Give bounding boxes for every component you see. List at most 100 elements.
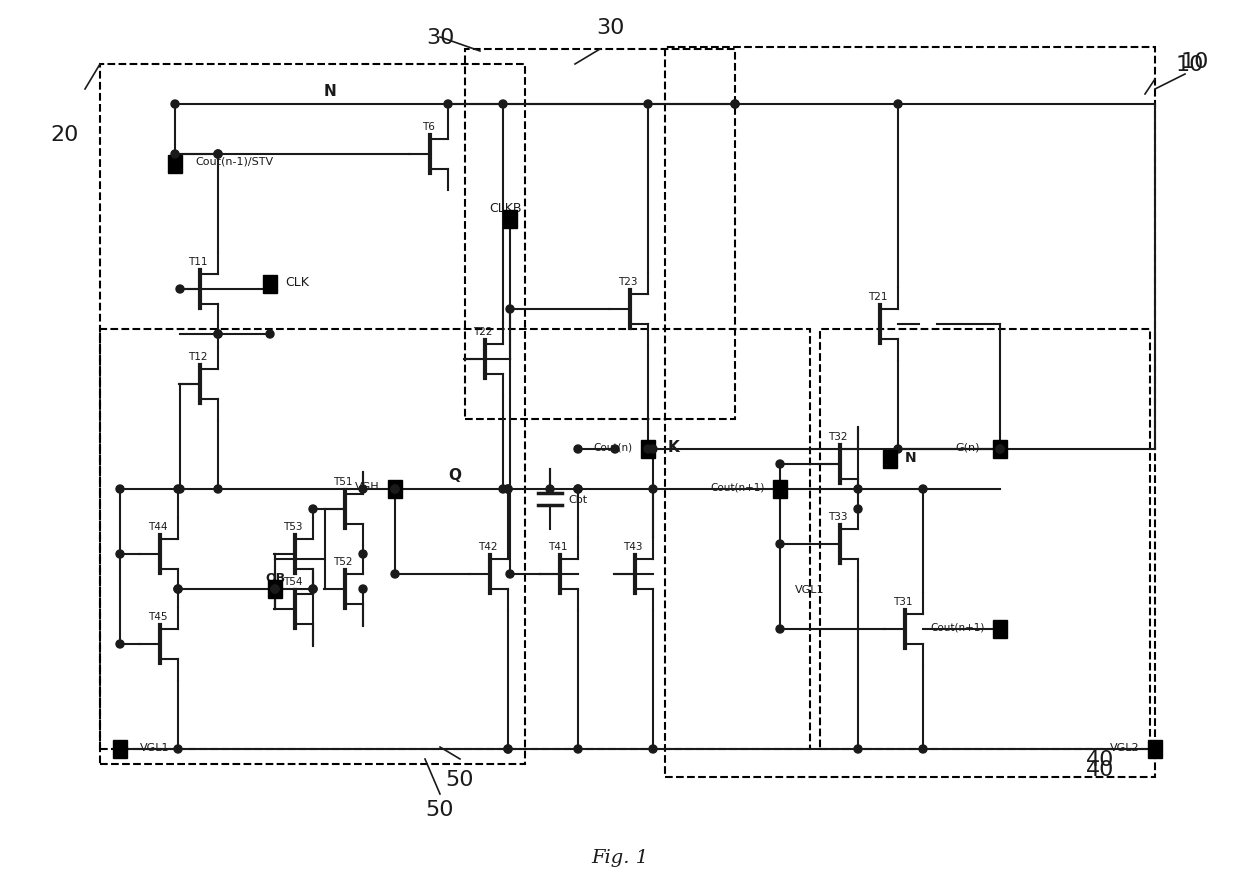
Bar <box>268 581 281 598</box>
Text: T33: T33 <box>828 511 848 521</box>
Text: T22: T22 <box>474 326 492 337</box>
Text: T53: T53 <box>283 521 303 531</box>
Circle shape <box>854 745 862 753</box>
Circle shape <box>574 446 582 453</box>
Text: VGH: VGH <box>356 481 379 491</box>
Circle shape <box>854 486 862 494</box>
Text: N: N <box>324 83 336 98</box>
Text: Cout(n+1): Cout(n+1) <box>711 482 765 493</box>
Circle shape <box>611 446 619 453</box>
Bar <box>465 50 735 419</box>
Circle shape <box>894 446 901 453</box>
Circle shape <box>176 486 184 494</box>
Circle shape <box>644 101 652 109</box>
Bar <box>1148 740 1162 758</box>
Circle shape <box>498 486 507 494</box>
Circle shape <box>574 486 582 494</box>
Text: 30: 30 <box>595 18 624 38</box>
Text: CLKB: CLKB <box>489 202 521 215</box>
Text: Cout(n-1)/STV: Cout(n-1)/STV <box>195 157 273 167</box>
Circle shape <box>174 486 182 494</box>
Circle shape <box>174 585 182 594</box>
Text: K: K <box>668 440 680 455</box>
Text: 50: 50 <box>425 799 454 819</box>
Circle shape <box>996 446 1004 453</box>
Text: VGL1: VGL1 <box>795 584 825 595</box>
Circle shape <box>215 151 222 159</box>
Circle shape <box>732 101 739 109</box>
Bar <box>773 481 787 498</box>
Text: T54: T54 <box>283 576 303 586</box>
Text: T51: T51 <box>334 476 352 487</box>
Circle shape <box>503 486 512 494</box>
Circle shape <box>174 745 182 753</box>
Bar <box>167 156 182 174</box>
Circle shape <box>117 551 124 559</box>
Circle shape <box>444 101 453 109</box>
Circle shape <box>894 101 901 109</box>
Bar <box>113 740 126 758</box>
Text: T52: T52 <box>334 556 352 567</box>
Bar <box>641 440 655 459</box>
Circle shape <box>215 486 222 494</box>
Circle shape <box>117 640 124 648</box>
Circle shape <box>776 460 784 468</box>
Bar <box>100 65 525 764</box>
Circle shape <box>506 570 515 578</box>
Text: Fig. 1: Fig. 1 <box>591 848 649 866</box>
Bar <box>388 481 402 498</box>
Text: T42: T42 <box>479 541 497 552</box>
Circle shape <box>360 486 367 494</box>
Circle shape <box>776 540 784 548</box>
Circle shape <box>546 486 554 494</box>
Text: G(n): G(n) <box>956 443 980 453</box>
Circle shape <box>215 331 222 339</box>
Text: T11: T11 <box>188 257 208 267</box>
Text: 10: 10 <box>1176 55 1204 75</box>
Text: 50: 50 <box>445 769 474 789</box>
Text: Cout(n): Cout(n) <box>594 443 632 453</box>
Text: T32: T32 <box>828 431 848 441</box>
Text: N: N <box>905 451 916 465</box>
Circle shape <box>996 446 1004 453</box>
Bar <box>100 330 810 749</box>
Text: T21: T21 <box>868 291 888 302</box>
Circle shape <box>854 505 862 513</box>
Text: 40: 40 <box>1086 749 1115 769</box>
Text: Q: Q <box>449 468 461 483</box>
Circle shape <box>574 486 582 494</box>
Text: Cbt: Cbt <box>568 495 587 504</box>
Text: T12: T12 <box>188 352 208 361</box>
Circle shape <box>360 551 367 559</box>
Circle shape <box>309 585 317 594</box>
Text: T23: T23 <box>619 276 637 287</box>
Bar <box>263 275 277 294</box>
Bar <box>993 440 1007 459</box>
Text: T6: T6 <box>422 122 434 132</box>
Circle shape <box>174 585 182 594</box>
Circle shape <box>309 585 317 594</box>
Circle shape <box>649 446 657 453</box>
Circle shape <box>919 486 928 494</box>
Circle shape <box>117 486 124 494</box>
Text: T43: T43 <box>624 541 642 552</box>
Bar <box>820 330 1149 749</box>
Circle shape <box>176 286 184 294</box>
Circle shape <box>503 745 512 753</box>
Circle shape <box>919 745 928 753</box>
Bar <box>503 210 517 229</box>
Text: CLK: CLK <box>285 275 309 289</box>
Circle shape <box>360 585 367 594</box>
Text: 20: 20 <box>51 125 79 145</box>
Circle shape <box>503 745 512 753</box>
Circle shape <box>215 151 222 159</box>
Circle shape <box>391 570 399 578</box>
Text: 30: 30 <box>425 28 454 48</box>
Circle shape <box>391 486 399 494</box>
Bar <box>883 451 897 468</box>
Circle shape <box>732 101 739 109</box>
Text: 10: 10 <box>1180 52 1209 72</box>
Circle shape <box>215 331 222 339</box>
Text: VGL1: VGL1 <box>140 742 170 752</box>
Bar <box>993 620 1007 638</box>
